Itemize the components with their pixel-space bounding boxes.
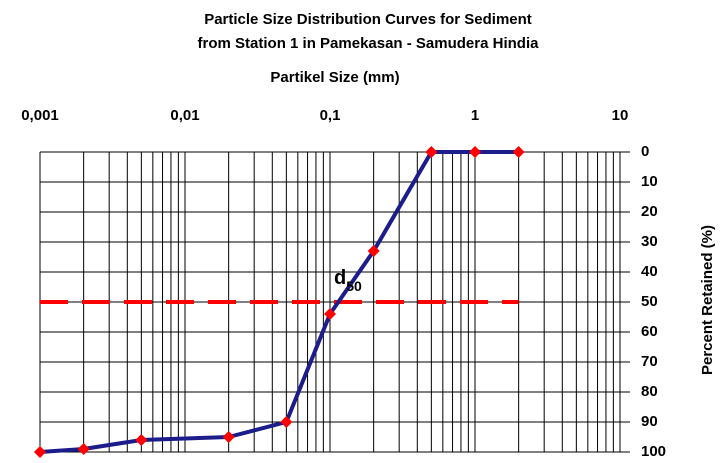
data-point <box>77 443 90 455</box>
x-tick-label: 0,1 <box>320 107 341 124</box>
y-tick-label: 40 <box>641 263 658 280</box>
annotation-text: d <box>334 267 346 289</box>
data-point <box>222 431 235 443</box>
data-point <box>324 308 336 320</box>
data-point <box>512 146 525 158</box>
annotation: d50 <box>334 267 362 293</box>
x-tick-label: 1 <box>471 107 479 124</box>
y-tick-label: 10 <box>641 173 658 190</box>
chart-title: Particle Size Distribution Curves for Se… <box>204 11 532 28</box>
y-tick-label: 30 <box>641 233 658 250</box>
data-point <box>425 146 438 158</box>
x-tick-label: 0,001 <box>21 107 59 124</box>
data-point <box>367 245 380 257</box>
y-axis-label: Percent Retained (%) <box>699 225 716 375</box>
y-tick-label: 20 <box>641 203 658 220</box>
data-line <box>39 150 519 454</box>
data-point <box>135 434 148 446</box>
data-point <box>280 416 293 428</box>
y-tick-label: 60 <box>641 323 658 340</box>
chart-title: from Station 1 in Pamekasan - Samudera H… <box>198 35 540 52</box>
x-axis-label: Partikel Size (mm) <box>270 69 399 86</box>
x-tick-label: 0,01 <box>170 107 199 124</box>
x-tick-label: 10 <box>612 107 629 124</box>
y-tick-label: 50 <box>641 293 658 310</box>
y-tick-label: 80 <box>641 383 658 400</box>
y-tick-label: 90 <box>641 413 658 430</box>
y-tick-label: 0 <box>641 143 649 160</box>
data-point <box>469 146 481 158</box>
y-tick-label: 70 <box>641 353 658 370</box>
annotation-subscript: 50 <box>346 278 362 294</box>
y-tick-label: 100 <box>641 443 666 460</box>
data-point <box>34 446 46 458</box>
